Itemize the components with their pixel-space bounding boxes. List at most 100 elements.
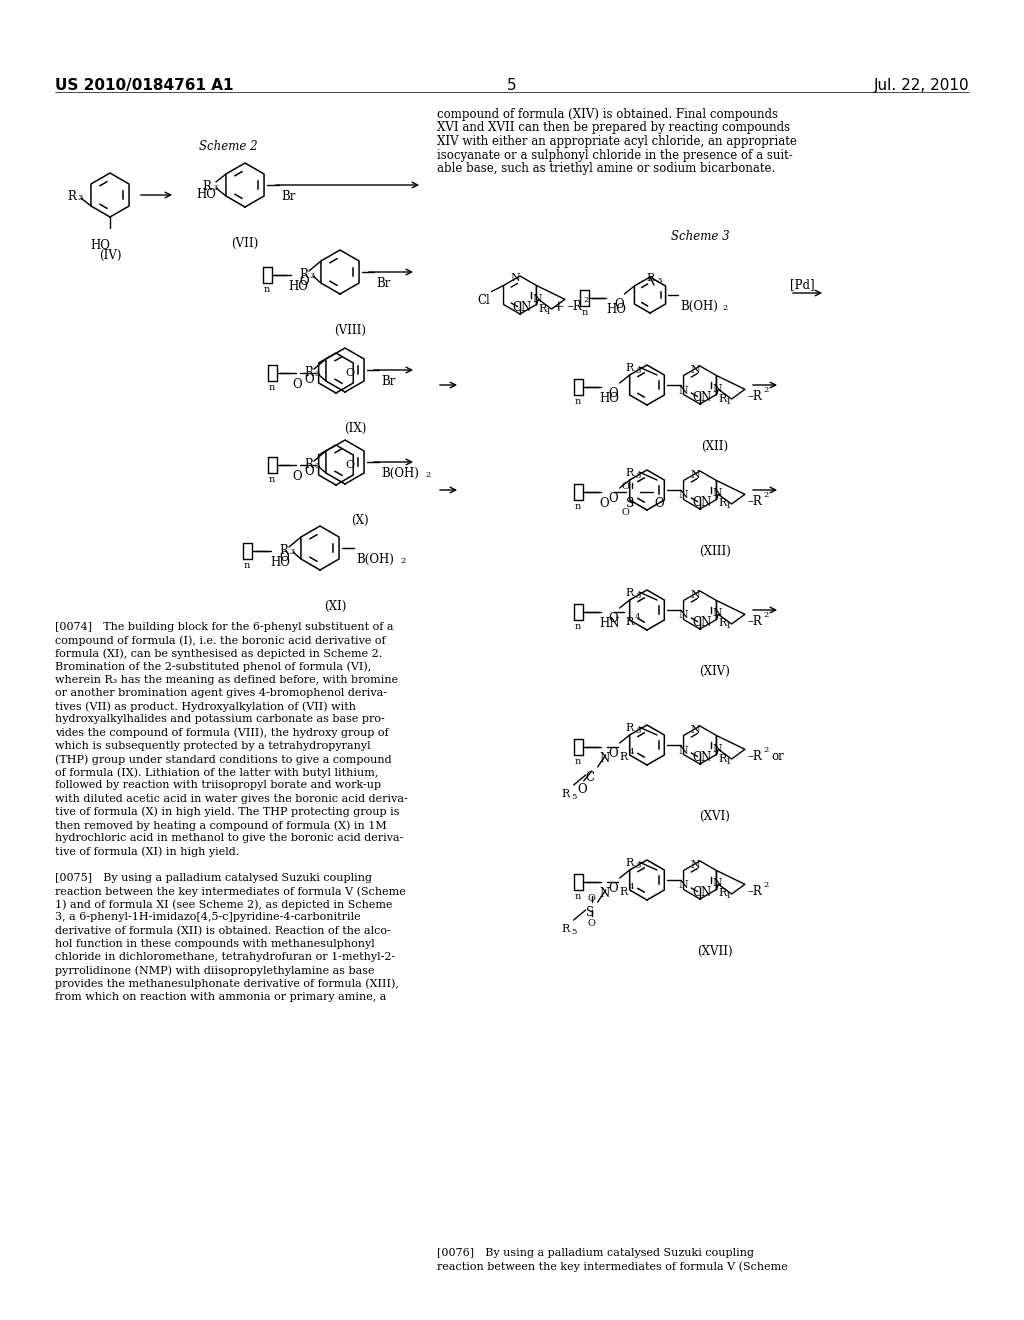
Text: XIV with either an appropriate acyl chloride, an appropriate: XIV with either an appropriate acyl chlo… xyxy=(437,135,797,148)
Text: HO: HO xyxy=(606,304,627,315)
Text: hol function in these compounds with methanesulphonyl: hol function in these compounds with met… xyxy=(55,939,375,949)
Text: 1: 1 xyxy=(547,308,552,315)
Text: CN: CN xyxy=(692,496,712,510)
Text: O: O xyxy=(654,498,665,510)
Text: B(OH): B(OH) xyxy=(381,467,419,480)
Text: 1: 1 xyxy=(726,623,732,631)
Text: C: C xyxy=(586,771,595,784)
Text: CN: CN xyxy=(692,616,712,630)
Text: N: N xyxy=(713,879,722,888)
Text: hydroxyalkylhalides and potassium carbonate as base pro-: hydroxyalkylhalides and potassium carbon… xyxy=(55,714,385,725)
Text: isocyanate or a sulphonyl chloride in the presence of a suit-: isocyanate or a sulphonyl chloride in th… xyxy=(437,149,793,161)
Text: 2: 2 xyxy=(764,385,769,393)
Text: formula (XI), can be synthesised as depicted in Scheme 2.: formula (XI), can be synthesised as depi… xyxy=(55,648,382,659)
Text: R: R xyxy=(719,888,727,899)
Text: CN: CN xyxy=(692,886,712,899)
Text: reaction between the key intermediates of formula V (Scheme: reaction between the key intermediates o… xyxy=(55,886,406,896)
Text: (THP) group under standard conditions to give a compound: (THP) group under standard conditions to… xyxy=(55,754,391,764)
Text: R: R xyxy=(304,458,312,471)
Text: R: R xyxy=(625,363,633,374)
Text: Br: Br xyxy=(381,375,395,388)
Text: 3: 3 xyxy=(635,591,640,601)
Text: tive of formula (XI) in high yield.: tive of formula (XI) in high yield. xyxy=(55,846,240,857)
Text: –R: –R xyxy=(748,389,762,403)
Text: O: O xyxy=(279,550,289,564)
Text: 2: 2 xyxy=(425,471,430,479)
Text: or: or xyxy=(772,750,784,763)
Text: N: N xyxy=(679,491,688,500)
Text: 1) and of formula XI (see Scheme 2), as depicted in Scheme: 1) and of formula XI (see Scheme 2), as … xyxy=(55,899,392,909)
Text: then removed by heating a compound of formula (X) in 1M: then removed by heating a compound of fo… xyxy=(55,820,387,830)
Text: of formula (IX). Lithiation of the latter with butyl lithium,: of formula (IX). Lithiation of the latte… xyxy=(55,767,379,777)
Text: n: n xyxy=(269,383,275,392)
Text: n: n xyxy=(269,475,275,484)
Text: R: R xyxy=(646,273,654,282)
Text: R: R xyxy=(625,469,633,478)
Text: N: N xyxy=(690,366,699,375)
Text: CN: CN xyxy=(692,391,712,404)
Text: (VII): (VII) xyxy=(231,238,259,249)
Text: (IX): (IX) xyxy=(344,422,367,436)
Text: n: n xyxy=(574,892,581,902)
Text: 2: 2 xyxy=(584,296,589,304)
Text: O: O xyxy=(292,470,302,483)
Text: [0075] By using a palladium catalysed Suzuki coupling: [0075] By using a palladium catalysed Su… xyxy=(55,873,372,883)
Text: (XVI): (XVI) xyxy=(699,810,730,822)
Text: –R: –R xyxy=(748,615,762,628)
Text: 1: 1 xyxy=(726,758,732,766)
Text: 3, a 6-phenyl-1H-imidazo[4,5-c]pyridine-4-carbonitrile: 3, a 6-phenyl-1H-imidazo[4,5-c]pyridine-… xyxy=(55,912,360,923)
Text: O: O xyxy=(304,374,313,385)
Text: R: R xyxy=(67,190,76,203)
Text: O: O xyxy=(608,387,618,400)
Text: O: O xyxy=(614,298,624,312)
Text: 4: 4 xyxy=(629,883,634,891)
Text: R: R xyxy=(620,752,628,762)
Text: R: R xyxy=(625,858,633,869)
Text: O: O xyxy=(346,459,355,470)
Text: N: N xyxy=(690,861,699,870)
Text: [Pd]: [Pd] xyxy=(790,279,815,290)
Text: O: O xyxy=(346,368,355,378)
Text: able base, such as triethyl amine or sodium bicarbonate.: able base, such as triethyl amine or sod… xyxy=(437,162,775,176)
Text: (XIII): (XIII) xyxy=(699,545,731,558)
Text: N: N xyxy=(510,273,520,282)
Text: O: O xyxy=(600,498,609,510)
Text: hydrochloric acid in methanol to give the boronic acid deriva-: hydrochloric acid in methanol to give th… xyxy=(55,833,403,843)
Text: –R: –R xyxy=(748,750,762,763)
Text: (XIV): (XIV) xyxy=(699,665,730,678)
Text: HO: HO xyxy=(270,556,290,569)
Text: S: S xyxy=(626,498,634,510)
Text: compound of formula (I), i.e. the boronic acid derivative of: compound of formula (I), i.e. the boroni… xyxy=(55,635,386,645)
Text: 3: 3 xyxy=(309,272,314,280)
Text: +: + xyxy=(552,300,564,314)
Text: [0074] The building block for the 6-phenyl substituent of a: [0074] The building block for the 6-phen… xyxy=(55,622,393,632)
Text: O: O xyxy=(608,492,618,506)
Text: 3: 3 xyxy=(289,548,294,556)
Text: compound of formula (XIV) is obtained. Final compounds: compound of formula (XIV) is obtained. F… xyxy=(437,108,778,121)
Text: n: n xyxy=(574,397,581,407)
Text: n: n xyxy=(264,285,270,294)
Text: N: N xyxy=(690,725,699,735)
Text: tive of formula (X) in high yield. The THP protecting group is: tive of formula (X) in high yield. The T… xyxy=(55,807,399,817)
Text: 3: 3 xyxy=(635,367,640,375)
Text: 2: 2 xyxy=(400,557,406,565)
Text: O: O xyxy=(608,612,618,624)
Text: R: R xyxy=(202,180,211,193)
Text: HO: HO xyxy=(90,239,110,252)
Text: Bromination of the 2-substituted phenol of formula (VI),: Bromination of the 2-substituted phenol … xyxy=(55,661,372,672)
Text: O: O xyxy=(622,482,630,491)
Text: CN: CN xyxy=(512,301,531,314)
Text: 5: 5 xyxy=(507,78,517,92)
Text: US 2010/0184761 A1: US 2010/0184761 A1 xyxy=(55,78,233,92)
Text: 3: 3 xyxy=(77,194,82,202)
Text: R: R xyxy=(719,754,727,763)
Text: O: O xyxy=(299,275,308,288)
Text: N: N xyxy=(690,590,699,601)
Text: R: R xyxy=(626,616,634,627)
Text: O: O xyxy=(292,378,302,391)
Text: which is subsequently protected by a tetrahydropyranyl: which is subsequently protected by a tet… xyxy=(55,741,371,751)
Text: (VIII): (VIII) xyxy=(334,323,366,337)
Text: B(OH): B(OH) xyxy=(680,300,718,313)
Text: 2: 2 xyxy=(722,304,727,312)
Text: R: R xyxy=(279,544,288,557)
